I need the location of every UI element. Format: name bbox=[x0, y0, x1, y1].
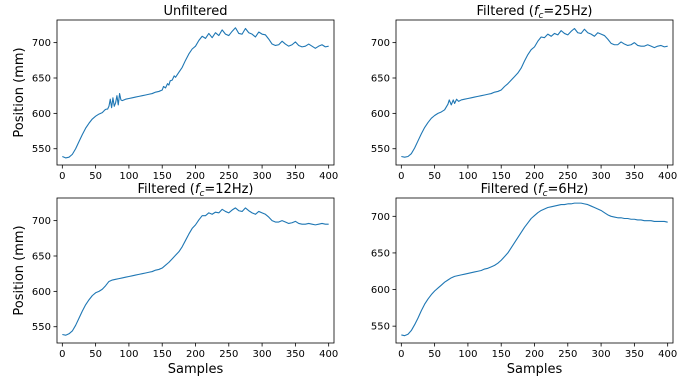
x-tick-label: 100 bbox=[458, 171, 477, 182]
x-tick-label: 300 bbox=[592, 171, 611, 182]
y-tick-label: 600 bbox=[32, 109, 51, 120]
series-line bbox=[401, 27, 668, 158]
x-tick-label: 100 bbox=[119, 171, 138, 182]
y-axis-label: Position (mm) bbox=[12, 47, 27, 137]
axes-frame bbox=[395, 19, 674, 166]
x-tick-label: 200 bbox=[525, 349, 544, 360]
subplot-filtered-25hz: 0 50 100 150 200 250 300 350 400 550 600 650 700 Filt… bbox=[371, 4, 677, 182]
x-tick-label: 250 bbox=[558, 349, 577, 360]
x-tick-label: 50 bbox=[89, 171, 102, 182]
x-tick-label: 50 bbox=[428, 171, 441, 182]
y-tick-label: 600 bbox=[32, 287, 51, 298]
x-tick-label: 150 bbox=[492, 171, 511, 182]
x-tick-label: 200 bbox=[186, 171, 205, 182]
subplot-filtered-12hz: 0 50 100 150 200 250 300 350 400 550 600 650 700 Filt… bbox=[12, 182, 338, 377]
x-tick-label: 400 bbox=[658, 171, 677, 182]
x-tick-label: 100 bbox=[119, 349, 138, 360]
x-tick-label: 100 bbox=[458, 349, 477, 360]
y-tick-label: 650 bbox=[371, 74, 390, 85]
x-tick-label: 350 bbox=[625, 349, 644, 360]
x-tick-label: 300 bbox=[253, 171, 272, 182]
series-line bbox=[401, 202, 668, 337]
x-tick-label: 0 bbox=[59, 349, 65, 360]
subplot-filtered-6hz: 0 50 100 150 200 250 300 350 400 550 600 650 700 Filt… bbox=[371, 182, 677, 377]
x-tick-label: 350 bbox=[286, 349, 305, 360]
x-tick-label: 0 bbox=[59, 171, 65, 182]
x-tick-label: 400 bbox=[658, 349, 677, 360]
y-tick-label: 700 bbox=[32, 216, 51, 227]
x-tick-label: 400 bbox=[319, 349, 338, 360]
x-tick-label: 350 bbox=[625, 171, 644, 182]
x-tick-label: 150 bbox=[153, 171, 172, 182]
y-tick-label: 600 bbox=[371, 109, 390, 120]
x-tick-label: 250 bbox=[219, 349, 238, 360]
y-tick-label: 650 bbox=[32, 74, 51, 85]
subplot-title: Filtered (fc=6Hz) bbox=[481, 182, 589, 199]
x-tick-label: 0 bbox=[398, 171, 404, 182]
y-tick-label: 550 bbox=[32, 322, 51, 333]
y-tick-label: 650 bbox=[371, 248, 390, 259]
x-tick-label: 300 bbox=[592, 349, 611, 360]
y-tick-label: 550 bbox=[371, 144, 390, 155]
x-tick-label: 150 bbox=[153, 349, 172, 360]
x-tick-label: 250 bbox=[219, 171, 238, 182]
x-tick-label: 150 bbox=[492, 349, 511, 360]
x-axis-label: Samples bbox=[168, 362, 224, 377]
x-tick-label: 300 bbox=[253, 349, 272, 360]
y-tick-label: 700 bbox=[371, 212, 390, 223]
y-tick-label: 650 bbox=[32, 252, 51, 263]
y-tick-label: 700 bbox=[371, 38, 390, 49]
y-tick-label: 600 bbox=[371, 285, 390, 296]
x-tick-label: 250 bbox=[558, 171, 577, 182]
x-tick-label: 400 bbox=[319, 171, 338, 182]
y-tick-label: 700 bbox=[32, 38, 51, 49]
x-tick-label: 200 bbox=[186, 349, 205, 360]
x-tick-label: 50 bbox=[89, 349, 102, 360]
x-tick-label: 0 bbox=[398, 349, 404, 360]
axes-frame bbox=[56, 19, 335, 166]
subplot-title: Unfiltered bbox=[164, 4, 228, 19]
x-axis-label: Samples bbox=[507, 362, 563, 377]
subplot-title: Filtered (fc=25Hz) bbox=[476, 4, 592, 21]
x-tick-label: 350 bbox=[286, 171, 305, 182]
series-line bbox=[62, 207, 329, 336]
series-line bbox=[62, 27, 329, 159]
subplot-title: Filtered (fc=12Hz) bbox=[137, 182, 253, 199]
x-tick-label: 200 bbox=[525, 171, 544, 182]
y-tick-label: 550 bbox=[32, 144, 51, 155]
x-tick-label: 50 bbox=[428, 349, 441, 360]
subplot-unfiltered: 0 50 100 150 200 250 300 350 400 550 600 650 700 Unfi… bbox=[12, 4, 338, 182]
y-tick-label: 550 bbox=[371, 322, 390, 333]
axes-frame bbox=[56, 197, 335, 344]
y-axis-label: Position (mm) bbox=[12, 225, 27, 315]
